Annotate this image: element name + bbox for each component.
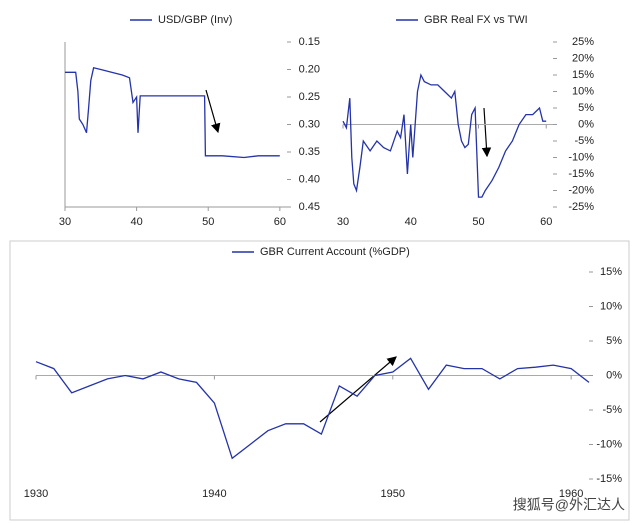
legend-label: USD/GBP (Inv) xyxy=(158,14,232,26)
x-tick-label: 1950 xyxy=(381,488,405,500)
x-tick-label: 60 xyxy=(274,216,286,228)
y-tick-label: 5% xyxy=(578,102,594,114)
x-tick-label: 1940 xyxy=(202,488,226,500)
y-tick-label: 0% xyxy=(606,369,622,381)
y-tick-label: 20% xyxy=(572,52,594,64)
y-tick-label: 25% xyxy=(572,36,594,48)
x-tick-label: 40 xyxy=(130,216,142,228)
y-tick-label: -15% xyxy=(568,168,594,180)
x-tick-label: 1960 xyxy=(559,488,583,500)
y-tick-label: 10% xyxy=(572,85,594,97)
y-tick-label: 15% xyxy=(572,69,594,81)
y-tick-label: -25% xyxy=(568,201,594,213)
panel-frame xyxy=(9,240,630,521)
x-tick-label: 50 xyxy=(202,216,214,228)
arrow xyxy=(481,107,492,158)
legend-label: GBR Real FX vs TWI xyxy=(424,14,528,26)
y-tick-label: 0.15 xyxy=(299,36,320,48)
x-tick-label: 1930 xyxy=(24,488,48,500)
series-line xyxy=(65,67,280,159)
watermark: 搜狐号@外汇达人 xyxy=(513,497,625,513)
y-tick-label: -15% xyxy=(596,473,622,485)
y-tick-label: 0.25 xyxy=(299,91,320,103)
y-tick-label: -10% xyxy=(596,438,622,450)
y-tick-label: 0.40 xyxy=(299,173,320,185)
x-tick-label: 50 xyxy=(472,216,484,228)
series-line xyxy=(35,357,590,460)
y-tick-label: -20% xyxy=(568,184,594,196)
y-tick-label: -5% xyxy=(574,135,594,147)
x-tick-label: 60 xyxy=(540,216,552,228)
arrow xyxy=(319,356,397,423)
y-tick-label: 0.45 xyxy=(299,201,320,213)
arrow xyxy=(205,89,221,134)
legend-label: GBR Current Account (%GDP) xyxy=(260,246,410,258)
y-tick-label: 5% xyxy=(606,335,622,347)
x-tick-label: 30 xyxy=(59,216,71,228)
y-tick-label: 0% xyxy=(578,118,594,130)
y-tick-label: -10% xyxy=(568,151,594,163)
series-line xyxy=(342,73,547,198)
y-tick-label: 15% xyxy=(600,266,622,278)
y-tick-label: 10% xyxy=(600,300,622,312)
x-tick-label: 40 xyxy=(405,216,417,228)
y-tick-label: 0.35 xyxy=(299,146,320,158)
y-tick-label: -5% xyxy=(602,404,622,416)
x-tick-label: 30 xyxy=(337,216,349,228)
y-tick-label: 0.20 xyxy=(299,63,320,75)
y-tick-label: 0.30 xyxy=(299,118,320,130)
